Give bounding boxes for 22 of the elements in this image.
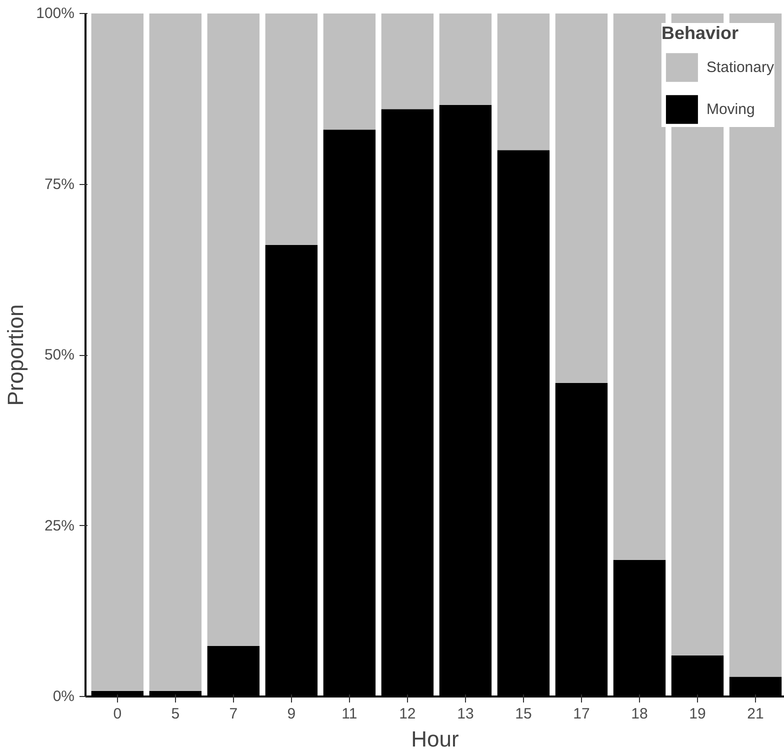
- y-tick-label: 0%: [52, 688, 75, 705]
- x-tick-label: 15: [515, 706, 532, 722]
- legend-title: Behavior: [661, 23, 740, 44]
- x-tick-label: 5: [171, 706, 180, 722]
- y-tick-label: 75%: [44, 176, 75, 193]
- x-axis-title: Hour: [411, 726, 459, 752]
- y-tick-label: 100%: [36, 5, 75, 22]
- x-tick-label: 17: [573, 706, 590, 722]
- x-tick-label: 13: [457, 706, 474, 722]
- x-tick-label: 0: [113, 706, 122, 722]
- x-tick-label: 21: [747, 706, 764, 722]
- y-tick-label: 25%: [44, 517, 75, 534]
- x-tick-label: 12: [399, 706, 416, 722]
- legend-label: Stationary: [706, 58, 774, 76]
- x-tick-label: 9: [287, 706, 296, 722]
- x-tick-label: 19: [689, 706, 706, 722]
- y-axis-title: Proportion: [3, 304, 28, 406]
- x-tick-label: 11: [342, 706, 358, 722]
- legend-label: Moving: [706, 100, 755, 118]
- y-tick-label: 50%: [44, 346, 75, 364]
- x-tick-label: 18: [631, 706, 648, 722]
- x-tick-label: 7: [229, 706, 238, 722]
